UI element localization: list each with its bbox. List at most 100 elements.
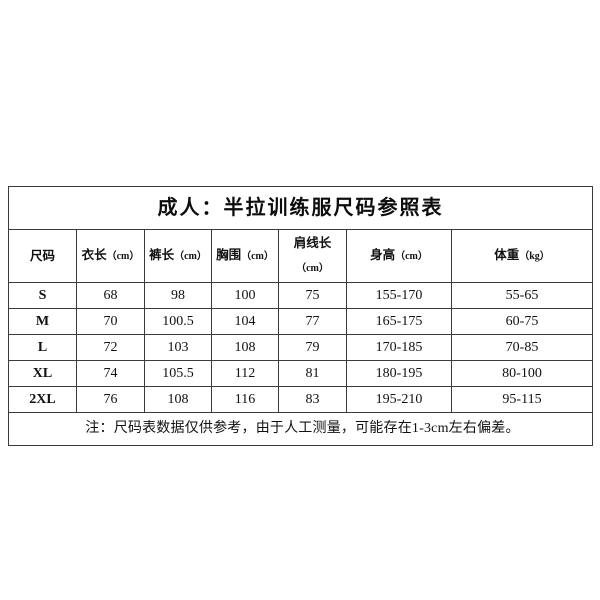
cell-bust-value: 116 [234, 392, 256, 407]
column-header-pants-length: 裤长（cm） [144, 229, 212, 283]
column-header-pants-length-unit: （cm） [174, 251, 207, 262]
cell-bust-value: 112 [234, 366, 256, 381]
column-header-bust-unit: （cm） [241, 251, 274, 262]
cell-weight: 60-75 [451, 308, 593, 335]
cell-coat-length: 72 [76, 334, 145, 361]
cell-bust: 104 [211, 308, 279, 335]
cell-coat-length: 70 [76, 308, 145, 335]
table-title-row: 成人：半拉训练服尺码参照表 [8, 186, 593, 230]
cell-coat-length-value: 68 [103, 288, 118, 303]
table-footnote-cell: 注：尺码表数据仅供参考，由于人工测量，可能存在1-3cm左右偏差。 [8, 412, 593, 446]
cell-shoulder-length: 81 [278, 360, 347, 387]
cell-coat-length-value: 72 [103, 340, 118, 355]
cell-size-value: XL [32, 366, 53, 381]
cell-weight: 70-85 [451, 334, 593, 361]
cell-shoulder-length: 75 [278, 282, 347, 309]
cell-pants-length: 100.5 [144, 308, 212, 335]
table-row: 2XL 76 108 116 83 195-210 95-115 [8, 386, 593, 413]
cell-pants-length-value: 105.5 [162, 366, 194, 381]
cell-weight-value: 60-75 [505, 314, 539, 329]
column-header-size-label: 尺码 [29, 249, 55, 263]
table-row: M 70 100.5 104 77 165-175 60-75 [8, 308, 593, 335]
cell-bust-value: 104 [234, 314, 256, 329]
size-chart-table: 成人：半拉训练服尺码参照表 尺码 衣长（cm） 裤长（cm） 胸围（cm） 肩线… [8, 186, 593, 446]
cell-size: S [8, 282, 77, 309]
cell-pants-length: 105.5 [144, 360, 212, 387]
cell-weight: 95-115 [451, 386, 593, 413]
cell-height-value: 180-195 [375, 366, 423, 381]
cell-pants-length-value: 98 [171, 288, 185, 303]
cell-size-value: M [35, 314, 50, 329]
cell-shoulder-length-value: 83 [305, 392, 320, 407]
cell-weight-value: 70-85 [505, 340, 539, 355]
cell-size-value: L [37, 340, 48, 355]
cell-coat-length-value: 76 [103, 392, 118, 407]
column-header-weight-label: 体重 [494, 248, 520, 262]
cell-height: 155-170 [346, 282, 452, 309]
cell-height: 170-185 [346, 334, 452, 361]
cell-coat-length: 68 [76, 282, 145, 309]
cell-size: 2XL [8, 386, 77, 413]
column-header-height-unit: （cm） [395, 251, 428, 262]
cell-shoulder-length-value: 81 [305, 366, 320, 381]
size-chart-container: 成人：半拉训练服尺码参照表 尺码 衣长（cm） 裤长（cm） 胸围（cm） 肩线… [8, 186, 593, 446]
cell-bust: 100 [211, 282, 279, 309]
column-header-bust-label: 胸围 [216, 248, 242, 262]
cell-size: XL [8, 360, 77, 387]
cell-bust: 116 [211, 386, 279, 413]
cell-height-value: 195-210 [375, 392, 423, 407]
table-row: XL 74 105.5 112 81 180-195 80-100 [8, 360, 593, 387]
cell-coat-length-value: 70 [103, 314, 118, 329]
cell-weight-value: 95-115 [502, 392, 542, 407]
column-header-weight-unit: （kg） [519, 251, 550, 262]
table-title-cell: 成人：半拉训练服尺码参照表 [8, 186, 593, 230]
cell-bust-value: 100 [234, 288, 256, 303]
cell-pants-length-value: 108 [167, 392, 189, 407]
cell-weight-value: 55-65 [505, 288, 539, 303]
cell-shoulder-length-value: 75 [305, 288, 320, 303]
cell-height: 195-210 [346, 386, 452, 413]
column-header-coat-length: 衣长（cm） [76, 229, 145, 283]
table-footnote-row: 注：尺码表数据仅供参考，由于人工测量，可能存在1-3cm左右偏差。 [8, 412, 593, 446]
cell-shoulder-length-value: 77 [305, 314, 320, 329]
page-title: 成人：半拉训练服尺码参照表 [157, 197, 444, 219]
column-header-size: 尺码 [8, 229, 77, 283]
cell-pants-length: 108 [144, 386, 212, 413]
column-header-shoulder-length: 肩线长 （cm） [278, 229, 347, 283]
table-row: L 72 103 108 79 170-185 70-85 [8, 334, 593, 361]
column-header-shoulder-length-unit: （cm） [296, 263, 329, 274]
column-header-coat-length-label: 衣长 [81, 248, 107, 262]
cell-height: 180-195 [346, 360, 452, 387]
cell-height-value: 170-185 [375, 340, 423, 355]
cell-height-value: 155-170 [375, 288, 423, 303]
cell-shoulder-length: 77 [278, 308, 347, 335]
cell-pants-length-value: 103 [167, 340, 189, 355]
cell-coat-length: 74 [76, 360, 145, 387]
footnote-text: 注：尺码表数据仅供参考，由于人工测量，可能存在1-3cm左右偏差。 [85, 421, 520, 436]
cell-pants-length: 103 [144, 334, 212, 361]
column-header-weight: 体重（kg） [451, 229, 593, 283]
cell-bust: 108 [211, 334, 279, 361]
cell-pants-length: 98 [144, 282, 212, 309]
column-header-height-label: 身高 [370, 248, 396, 262]
column-header-bust: 胸围（cm） [211, 229, 279, 283]
cell-size-value: 2XL [29, 392, 56, 407]
cell-size-value: S [38, 288, 47, 303]
cell-shoulder-length-value: 79 [305, 340, 320, 355]
cell-height-value: 165-175 [375, 314, 423, 329]
cell-size: L [8, 334, 77, 361]
cell-coat-length: 76 [76, 386, 145, 413]
cell-bust: 112 [211, 360, 279, 387]
cell-size: M [8, 308, 77, 335]
cell-height: 165-175 [346, 308, 452, 335]
cell-pants-length-value: 100.5 [162, 314, 194, 329]
cell-coat-length-value: 74 [103, 366, 118, 381]
column-header-pants-length-label: 裤长 [149, 248, 175, 262]
cell-weight: 55-65 [451, 282, 593, 309]
table-row: S 68 98 100 75 155-170 55-65 [8, 282, 593, 309]
column-header-shoulder-length-label: 肩线长 [293, 236, 332, 250]
cell-shoulder-length: 79 [278, 334, 347, 361]
cell-weight: 80-100 [451, 360, 593, 387]
column-header-coat-length-unit: （cm） [106, 251, 140, 262]
